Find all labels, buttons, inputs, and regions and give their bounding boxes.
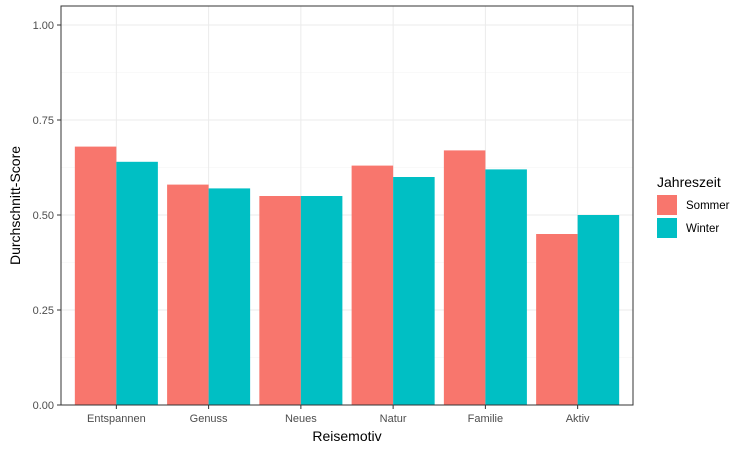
y-axis: 0.00 0.25 0.50 0.75 1.00 (33, 20, 61, 412)
plot-panel-border (60, 5, 634, 406)
bar-winter-aktiv (577, 215, 620, 405)
x-tick-label: Genuss (190, 413, 228, 425)
bar-winter-entspannen (116, 161, 158, 405)
bar-winter-familie (485, 169, 527, 405)
bar-winter-natur (393, 177, 435, 405)
x-tick-label: Neues (285, 413, 317, 425)
bar-winter-genuss (208, 188, 251, 405)
legend: Jahreszeit Sommer Winter (657, 174, 730, 238)
legend-title: Jahreszeit (657, 174, 721, 190)
y-tick-label: 1.00 (33, 20, 54, 32)
bar-sommer-neues (259, 196, 301, 405)
legend-key-sommer (657, 195, 677, 215)
y-tick-label: 0.50 (33, 210, 54, 222)
legend-label-sommer: Sommer (686, 200, 730, 212)
bar-sommer-entspannen (74, 146, 117, 405)
bar-winter-neues (300, 196, 343, 405)
y-tick-label: 0.25 (33, 305, 54, 317)
bar-sommer-genuss (167, 184, 209, 405)
legend-label-winter: Winter (686, 223, 719, 235)
legend-key-winter (657, 218, 677, 238)
bars (74, 146, 620, 405)
bar-sommer-aktiv (536, 234, 578, 405)
y-tick-label: 0.00 (33, 400, 54, 412)
x-tick-label: Aktiv (566, 413, 590, 425)
x-axis-title: Reisemotiv (312, 428, 381, 444)
x-tick-label: Entspannen (87, 413, 146, 425)
x-axis: Entspannen Genuss Neues Natur Familie Aktiv (87, 405, 590, 425)
y-tick-label: 0.75 (33, 115, 54, 127)
y-axis-title: Durchschnitt-Score (7, 146, 23, 265)
x-tick-label: Natur (380, 413, 407, 425)
x-tick-label: Familie (468, 413, 503, 425)
bar-sommer-familie (443, 150, 486, 405)
bar-sommer-natur (351, 165, 394, 405)
